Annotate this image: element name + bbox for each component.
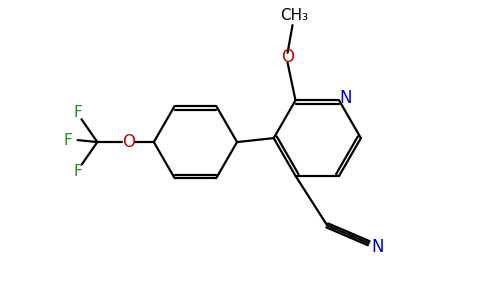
Text: CH₃: CH₃: [280, 8, 309, 23]
Text: F: F: [63, 133, 72, 148]
Text: O: O: [281, 48, 294, 66]
Text: N: N: [340, 89, 352, 107]
Text: F: F: [73, 105, 82, 120]
Text: F: F: [73, 164, 82, 179]
Text: O: O: [122, 133, 136, 151]
Text: N: N: [372, 238, 384, 256]
